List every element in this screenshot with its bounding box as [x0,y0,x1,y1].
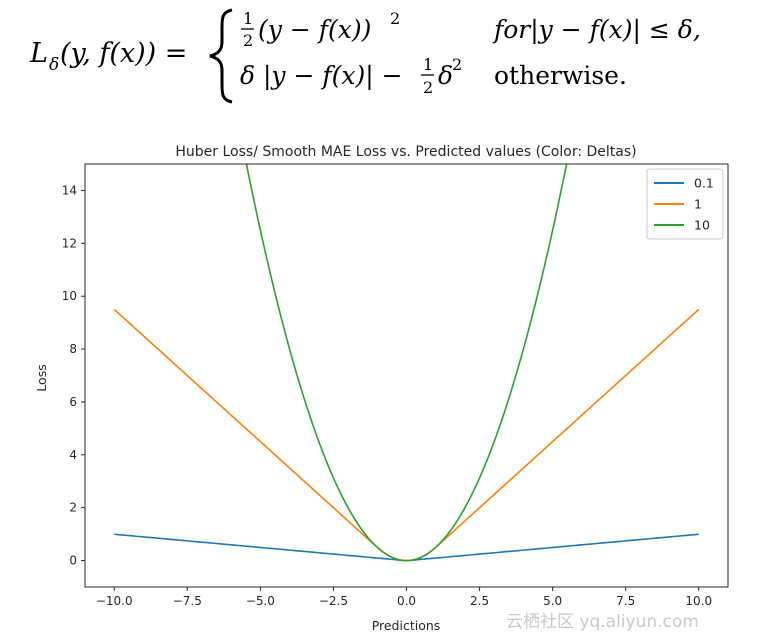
legend: 0.1 1 10 [646,168,724,240]
formula-case1-half-den: 2 [243,31,253,50]
x-tick-label: −10.0 [96,594,133,608]
formula-case1-exponent: 2 [390,9,400,28]
series-line-10 [245,164,568,562]
plot-frame [84,163,729,588]
x-tick-label: −5.0 [246,594,275,608]
x-tick-label: 2.5 [470,594,489,608]
huber-loss-chart: Huber Loss/ Smooth MAE Loss vs. Predicte… [34,144,729,633]
formula-case2-condition: otherwise. [494,61,627,90]
y-tick-label: 10 [62,289,77,303]
formula-case2-delta: δ [438,61,453,90]
x-tick-label: 5.0 [543,594,562,608]
formula-left-brace [209,8,233,104]
series-lines [113,164,700,562]
y-axis-label: Loss [34,364,49,391]
x-tick-label: 10.0 [685,594,712,608]
legend-label-10: 10 [694,218,710,233]
legend-box [646,168,724,240]
legend-label-1: 1 [694,197,702,212]
formula-case2-expression: δ |y − f(x)| − [240,61,403,91]
y-tick-label: 14 [62,183,77,197]
y-tick-label: 2 [69,501,77,515]
formula-case1-half-num: 1 [243,9,253,28]
y-axis-ticks: 0 2 4 6 8 10 12 14 [62,183,85,568]
formula-case1-condition: for|y − f(x)| ≤ δ, [492,15,701,45]
formula-case-1: 1 2 (y − f(x)) 2 for|y − f(x)| ≤ δ, [241,9,701,50]
x-tick-label: −7.5 [173,594,202,608]
series-line-0.1 [114,533,699,562]
y-tick-label: 4 [69,448,77,462]
formula-lhs: L [29,38,48,69]
formula-case-2: δ |y − f(x)| − 1 2 δ 2 otherwise. [240,55,627,97]
formula-case1-expression: (y − f(x)) [258,15,371,44]
legend-label-0.1: 0.1 [694,176,714,191]
formula-case2-half-den: 2 [423,78,433,97]
formula-case2-half-num: 1 [423,55,433,74]
formula-lhs-subscript: δ [49,55,59,75]
huber-loss-formula: L δ (y, f(x)) = 1 2 (y − f(x)) 2 for|y −… [29,8,701,104]
x-axis-ticks: −10.0 −7.5 −5.0 −2.5 0.0 2.5 5.0 7.5 10.0 [96,587,712,608]
y-tick-label: 8 [69,342,77,356]
x-tick-label: 7.5 [616,594,635,608]
y-tick-label: 12 [62,236,77,250]
x-tick-label: −2.5 [319,594,348,608]
y-tick-label: 6 [69,395,77,409]
watermark: 云栖社区 yq.aliyun.com [506,612,699,632]
formula-case2-exponent: 2 [452,55,462,74]
chart-title: Huber Loss/ Smooth MAE Loss vs. Predicte… [175,144,636,160]
x-tick-label: 0.0 [397,594,416,608]
y-tick-label: 0 [69,554,77,568]
x-axis-label: Predictions [372,618,441,633]
series-line-1 [113,308,700,562]
formula-lhs-args: (y, f(x)) = [60,38,187,69]
